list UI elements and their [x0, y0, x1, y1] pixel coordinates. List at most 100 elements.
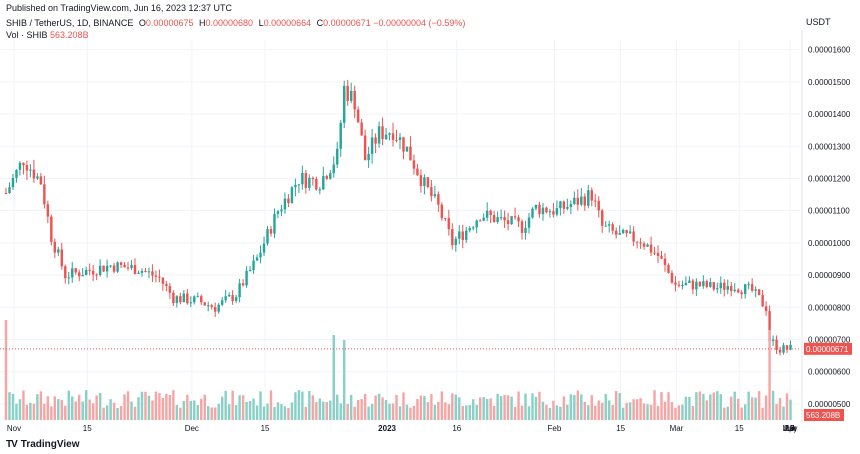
x-tick-label: 17: [786, 424, 795, 433]
volume-bar: [346, 403, 349, 420]
x-tick-label: 15: [735, 424, 744, 433]
candle-body: [266, 229, 269, 244]
candle-body: [311, 177, 315, 179]
volume-bar: [426, 402, 430, 420]
candle-body: [465, 230, 468, 241]
volume-bar: [262, 406, 266, 420]
volume-bar: [374, 395, 377, 420]
candle-body: [747, 284, 750, 286]
candle-body: [611, 224, 614, 231]
candle-body: [768, 311, 771, 342]
candle-body: [234, 297, 238, 301]
volume-bar: [360, 399, 363, 420]
volume-bar: [158, 393, 161, 420]
volume-value: 563.208B: [50, 30, 89, 40]
candle-body: [290, 187, 294, 203]
candle-body: [743, 284, 747, 295]
candle-body: [705, 281, 709, 287]
volume-bar: [733, 391, 736, 420]
candle-body: [84, 269, 88, 275]
candle-body: [25, 165, 29, 171]
low-label: L: [258, 18, 264, 28]
candle-body: [688, 280, 691, 283]
last-price-label: 0.00000671: [806, 345, 849, 354]
volume-bar: [140, 391, 144, 420]
volume-bar: [325, 402, 328, 420]
volume-bar: [339, 403, 342, 420]
candle-body: [22, 162, 25, 166]
candle-body: [15, 169, 18, 178]
candle-body: [165, 283, 168, 287]
volume-bar: [67, 390, 70, 420]
volume-bar: [349, 394, 353, 420]
candle-body: [771, 339, 775, 342]
candle-body: [472, 227, 475, 229]
candle-body: [513, 216, 517, 218]
volume-bar: [193, 400, 196, 420]
volume-bar: [98, 393, 102, 420]
candle-body: [8, 187, 11, 194]
volume-bar: [785, 393, 789, 420]
candle-body: [555, 208, 559, 215]
candle-body: [283, 198, 287, 210]
candle-body: [346, 85, 349, 101]
volume-bar: [545, 404, 548, 420]
x-tick-label: 2023: [378, 424, 396, 433]
candle-body: [388, 133, 391, 135]
volume-bar: [566, 404, 569, 420]
candle-body: [723, 282, 726, 290]
candle-body: [196, 296, 199, 298]
candle-body: [444, 218, 447, 220]
volume-bar: [154, 391, 158, 420]
volume-bar: [541, 401, 545, 420]
volume-bar: [527, 406, 531, 420]
candle-body: [11, 177, 15, 188]
candle-body: [119, 262, 123, 265]
candle-body: [405, 146, 409, 152]
volume-bar: [398, 406, 402, 420]
volume-bar: [416, 399, 419, 420]
candle-body: [158, 276, 161, 278]
candle-body: [785, 345, 789, 350]
volume-bar: [144, 391, 147, 420]
volume-bar: [71, 396, 74, 420]
candle-body: [656, 252, 660, 257]
candle-body: [140, 271, 144, 273]
volume-bar: [461, 405, 464, 420]
x-tick-label: Mar: [670, 424, 684, 433]
volume-bar: [451, 393, 454, 420]
candle-body: [597, 200, 600, 211]
y-tick-label: 0.00001000: [808, 239, 851, 248]
candle-body: [660, 256, 663, 259]
candle-body: [32, 169, 36, 179]
y-tick-label: 0.00000500: [808, 400, 851, 409]
volume-bar: [524, 393, 527, 420]
candle-body: [632, 231, 635, 242]
volume-bar: [674, 407, 677, 420]
candle-body: [220, 300, 224, 305]
volume-bar: [594, 405, 597, 420]
candle-body: [559, 201, 562, 209]
volume-bar: [611, 404, 614, 420]
volume-bar: [548, 407, 552, 420]
candle-body: [255, 257, 259, 261]
candle-body: [224, 296, 227, 301]
volume-bar: [604, 393, 607, 420]
volume-bar: [775, 404, 778, 420]
volume-bar: [29, 402, 32, 420]
candle-body: [712, 282, 716, 290]
x-tick-label: Feb: [548, 424, 562, 433]
candle-body: [318, 189, 322, 191]
candle-body: [778, 349, 782, 353]
tradingview-logo-icon: TV: [6, 439, 18, 450]
candle-body: [698, 281, 702, 287]
candle-body: [353, 90, 356, 110]
candle-body: [569, 204, 573, 207]
volume-bar: [538, 391, 541, 420]
candle-body: [646, 244, 649, 247]
volume-bar: [50, 406, 53, 420]
candle-body: [426, 177, 430, 188]
candle-body: [259, 252, 262, 258]
candle-body: [203, 302, 206, 306]
